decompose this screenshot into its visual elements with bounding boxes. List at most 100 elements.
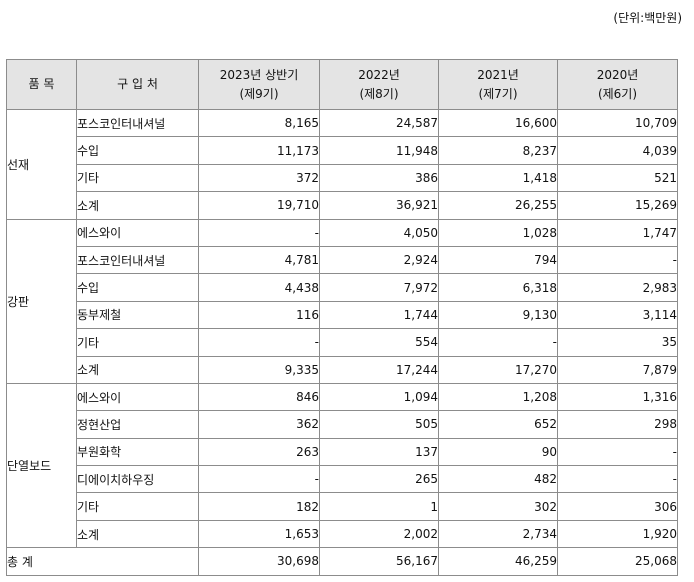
supplier-cell: 에스와이 bbox=[76, 382, 199, 412]
value-cell: - bbox=[198, 465, 320, 494]
value-cell: 17,244 bbox=[319, 355, 439, 384]
header-supplier: 구 입 처 bbox=[76, 59, 199, 110]
value-cell: 4,781 bbox=[198, 245, 320, 275]
value-cell: 505 bbox=[319, 410, 439, 439]
supplier-cell: 정현산업 bbox=[76, 410, 199, 439]
value-cell: 1 bbox=[319, 492, 439, 521]
subtotal-row: 소계 9,335 17,244 17,270 7,879 bbox=[7, 355, 678, 384]
value-cell: 372 bbox=[198, 163, 320, 193]
header-period: 2021년 (제7기) bbox=[438, 59, 558, 110]
value-cell: 362 bbox=[198, 410, 320, 439]
total-value-cell: 25,068 bbox=[557, 547, 678, 576]
value-cell: 10,709 bbox=[557, 108, 678, 138]
value-cell: 1,653 bbox=[198, 519, 320, 549]
supplier-cell: 기타 bbox=[76, 328, 199, 357]
value-cell: - bbox=[557, 437, 678, 467]
supplier-cell: 디에이치하우징 bbox=[76, 465, 199, 494]
value-cell: 6,318 bbox=[438, 273, 558, 302]
subtotal-row: 소계 1,653 2,002 2,734 1,920 bbox=[7, 519, 678, 549]
header-category: 품 목 bbox=[6, 59, 77, 110]
supplier-cell: 기타 bbox=[76, 163, 199, 193]
header-period: 2023년 상반기 (제9기) bbox=[198, 59, 320, 110]
total-value-cell: 30,698 bbox=[198, 547, 320, 576]
table-row: 단열보드 에스와이 846 1,094 1,208 1,316 bbox=[6, 382, 678, 549]
header-period: 2020년 (제6기) bbox=[557, 59, 678, 110]
supplier-cell: 소계 bbox=[76, 191, 199, 220]
table-row: 수입 11,173 11,948 8,237 4,039 bbox=[7, 136, 678, 165]
value-cell: 15,269 bbox=[557, 191, 678, 220]
value-cell: 263 bbox=[198, 437, 320, 467]
supplier-cell: 기타 bbox=[76, 492, 199, 521]
supplier-cell: 동부제철 bbox=[76, 300, 199, 330]
value-cell: 846 bbox=[198, 382, 320, 412]
table-row: 부원화학 263 137 90 - bbox=[7, 437, 678, 467]
value-cell: 8,165 bbox=[198, 108, 320, 138]
total-row: 총 계 30,698 56,167 46,259 25,068 bbox=[6, 547, 678, 576]
category-cell: 단열보드 bbox=[6, 382, 77, 549]
value-cell: 652 bbox=[438, 410, 558, 439]
value-cell: 11,948 bbox=[319, 136, 439, 165]
value-cell: 182 bbox=[198, 492, 320, 521]
table-row: 기타 - 554 - 35 bbox=[7, 328, 678, 357]
total-label: 총 계 bbox=[6, 547, 199, 576]
supplier-cell: 소계 bbox=[76, 355, 199, 384]
value-cell: 1,094 bbox=[319, 382, 439, 412]
purchase-table: 품 목 구 입 처 2023년 상반기 (제9기) 2022년 (제8기) 2021… bbox=[6, 59, 678, 576]
table-row: 수입 4,438 7,972 6,318 2,983 bbox=[7, 273, 678, 302]
table-row: 기타 372 386 1,418 521 bbox=[7, 163, 678, 193]
supplier-cell: 부원화학 bbox=[76, 437, 199, 467]
subtotal-row: 소계 19,710 36,921 26,255 15,269 bbox=[7, 191, 678, 220]
supplier-cell: 수입 bbox=[76, 273, 199, 302]
value-cell: 302 bbox=[438, 492, 558, 521]
table-row: 디에이치하우징 - 265 482 - bbox=[7, 465, 678, 494]
category-cell: 선재 bbox=[6, 109, 77, 220]
total-value-cell: 56,167 bbox=[319, 547, 439, 576]
supplier-cell: 소계 bbox=[76, 519, 199, 549]
table-row: 동부제철 116 1,744 9,130 3,114 bbox=[7, 300, 678, 330]
value-cell: 26,255 bbox=[438, 191, 558, 220]
value-cell: 1,316 bbox=[557, 382, 678, 412]
value-cell: 2,924 bbox=[319, 245, 439, 275]
value-cell: 4,438 bbox=[198, 273, 320, 302]
table-row: 강판 에스와이 - 4,050 1,028 1,747 bbox=[6, 218, 678, 384]
value-cell: 554 bbox=[319, 328, 439, 357]
value-cell: 1,418 bbox=[438, 163, 558, 193]
value-cell: - bbox=[557, 245, 678, 275]
value-cell: 7,972 bbox=[319, 273, 439, 302]
value-cell: - bbox=[438, 328, 558, 357]
value-cell: 521 bbox=[557, 163, 678, 193]
value-cell: 1,028 bbox=[438, 218, 558, 247]
total-value-cell: 46,259 bbox=[438, 547, 558, 576]
value-cell: 36,921 bbox=[319, 191, 439, 220]
value-cell: 2,002 bbox=[319, 519, 439, 549]
value-cell: 306 bbox=[557, 492, 678, 521]
value-cell: 2,983 bbox=[557, 273, 678, 302]
value-cell: 8,237 bbox=[438, 136, 558, 165]
supplier-cell: 수입 bbox=[76, 136, 199, 165]
supplier-cell: 포스코인터내셔널 bbox=[76, 108, 199, 138]
value-cell: - bbox=[557, 465, 678, 494]
header-period: 2022년 (제8기) bbox=[319, 59, 439, 110]
supplier-cell: 에스와이 bbox=[76, 218, 199, 247]
value-cell: 1,744 bbox=[319, 300, 439, 330]
table-row: 기타 182 1 302 306 bbox=[7, 492, 678, 521]
value-cell: 16,600 bbox=[438, 108, 558, 138]
value-cell: - bbox=[198, 328, 320, 357]
table-row: 선재 포스코인터내셔널 8,165 24,587 16,600 10,709 bbox=[6, 108, 678, 220]
value-cell: 9,335 bbox=[198, 355, 320, 384]
value-cell: 90 bbox=[438, 437, 558, 467]
value-cell: 35 bbox=[557, 328, 678, 357]
value-cell: 2,734 bbox=[438, 519, 558, 549]
table-row: 포스코인터내셔널 4,781 2,924 794 - bbox=[7, 245, 678, 275]
value-cell: 3,114 bbox=[557, 300, 678, 330]
value-cell: 9,130 bbox=[438, 300, 558, 330]
value-cell: 265 bbox=[319, 465, 439, 494]
value-cell: 4,050 bbox=[319, 218, 439, 247]
value-cell: 19,710 bbox=[198, 191, 320, 220]
value-cell: 482 bbox=[438, 465, 558, 494]
value-cell: 11,173 bbox=[198, 136, 320, 165]
value-cell: 7,879 bbox=[557, 355, 678, 384]
unit-note: (단위:백만원) bbox=[613, 11, 682, 25]
value-cell: 17,270 bbox=[438, 355, 558, 384]
value-cell: 4,039 bbox=[557, 136, 678, 165]
